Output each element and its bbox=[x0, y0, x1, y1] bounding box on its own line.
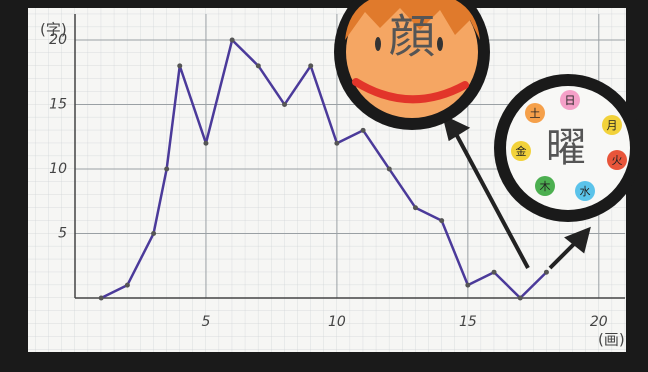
day-dot bbox=[560, 90, 580, 110]
data-point bbox=[151, 231, 157, 237]
data-point bbox=[439, 218, 445, 224]
data-point bbox=[543, 269, 549, 275]
day-dot bbox=[535, 176, 555, 196]
data-point bbox=[177, 63, 183, 69]
x-tick-label: 5 bbox=[201, 314, 210, 330]
x-tick-label: 10 bbox=[328, 314, 346, 330]
y-tick-label: 5 bbox=[58, 226, 67, 242]
arrows bbox=[442, 114, 591, 270]
x-tick-label: 15 bbox=[459, 314, 477, 330]
data-point bbox=[517, 295, 523, 301]
day-dot bbox=[525, 103, 545, 123]
day-label: 土 bbox=[530, 107, 541, 120]
face-char: 顔 bbox=[389, 10, 435, 64]
y-axis-label: (字) bbox=[40, 21, 67, 39]
clock-char: 曜 bbox=[546, 125, 586, 171]
y-tick-label: 20 bbox=[49, 32, 67, 48]
data-point bbox=[386, 166, 392, 172]
data-point bbox=[334, 140, 340, 146]
day-label: 火 bbox=[612, 154, 623, 167]
data-point bbox=[124, 282, 130, 288]
data-point bbox=[98, 295, 104, 301]
day-dot bbox=[602, 115, 622, 135]
arrow-head bbox=[442, 114, 471, 142]
data-point bbox=[412, 205, 418, 211]
data-point bbox=[229, 37, 235, 43]
data-point bbox=[465, 282, 471, 288]
data-point bbox=[308, 63, 314, 69]
day-dot bbox=[511, 141, 531, 161]
day-dot bbox=[575, 181, 595, 201]
data-point bbox=[360, 127, 366, 133]
day-label: 日 bbox=[565, 94, 576, 107]
day-dot bbox=[607, 150, 627, 170]
day-label: 木 bbox=[540, 180, 551, 193]
data-point bbox=[282, 102, 288, 108]
day-label: 水 bbox=[580, 185, 591, 198]
data-point bbox=[203, 140, 209, 146]
arrow bbox=[453, 131, 530, 269]
y-tick-label: 15 bbox=[49, 97, 67, 113]
face-illustration: 顔 bbox=[334, 0, 490, 130]
x-tick-label: 20 bbox=[590, 314, 608, 330]
data-point bbox=[255, 63, 261, 69]
x-axis-label: (画) bbox=[598, 331, 625, 349]
day-label: 金 bbox=[516, 144, 527, 158]
day-label: 月 bbox=[607, 119, 618, 132]
arrow-head bbox=[564, 226, 591, 254]
data-point bbox=[491, 269, 497, 275]
data-point bbox=[164, 166, 170, 172]
y-tick-label: 10 bbox=[49, 161, 67, 177]
